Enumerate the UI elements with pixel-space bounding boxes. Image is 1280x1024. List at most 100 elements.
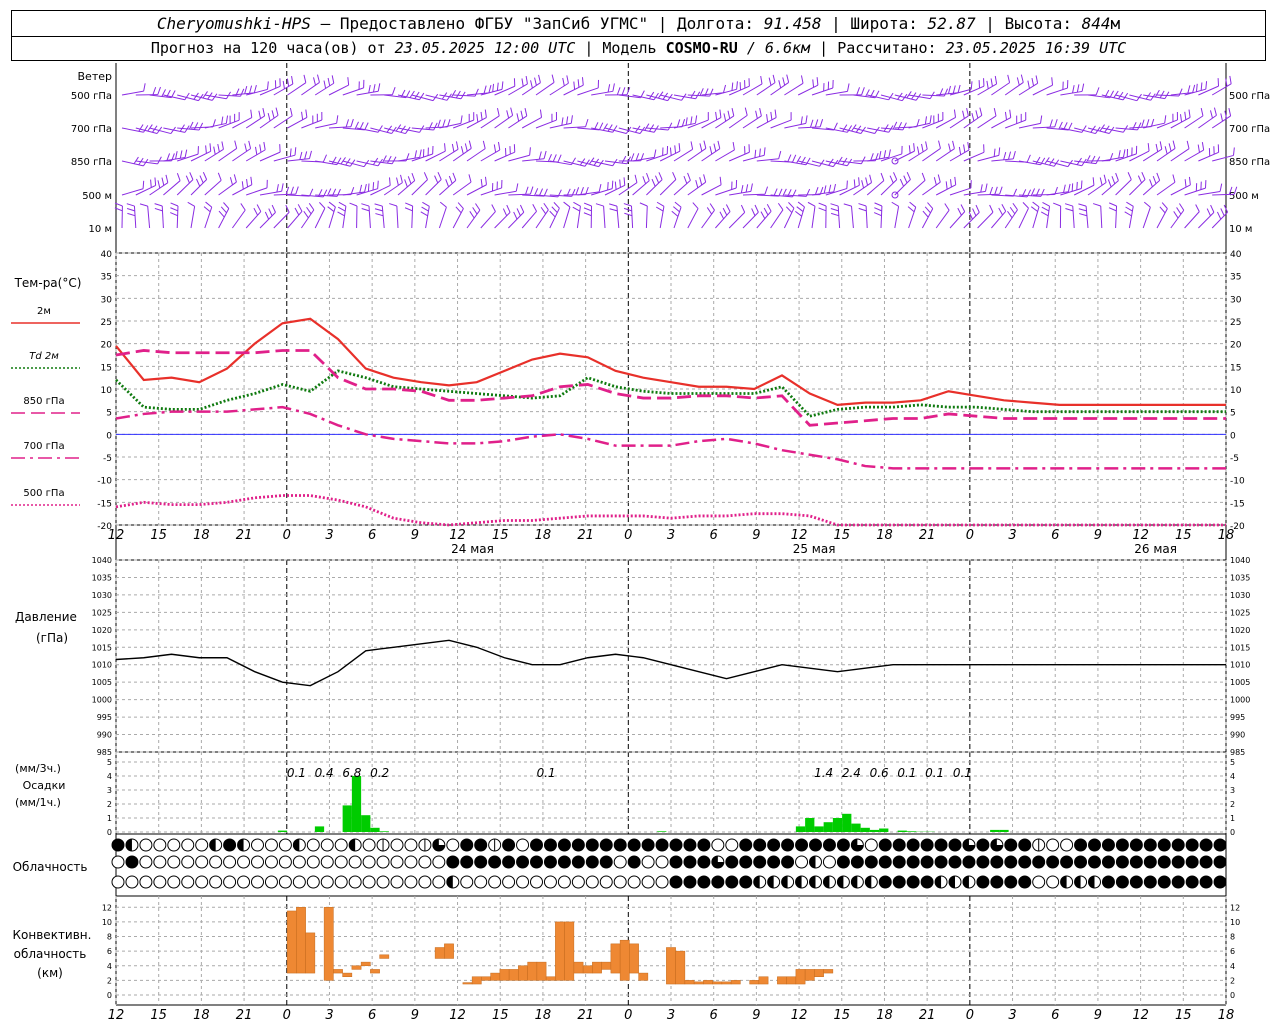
pres-title: Давление: [15, 610, 77, 624]
wind-barb-staff: [549, 82, 569, 96]
wind-barb-staff: [163, 156, 186, 162]
wind-barb: [825, 83, 850, 96]
hour-label: 9: [752, 528, 760, 543]
wind-barb-staff: [480, 187, 502, 196]
cloud-circle: [864, 855, 878, 869]
wind-barb: [301, 111, 323, 129]
cloud-symbol: [627, 875, 641, 889]
cloud-symbol: [264, 838, 278, 852]
conv-bar: [481, 976, 491, 981]
wind-barb-staff: [977, 115, 997, 129]
conv-ytick: 4: [107, 962, 112, 971]
wind-barb: [935, 140, 955, 162]
wind-barb-staff: [287, 117, 308, 129]
wind-barb-flag: [760, 75, 763, 85]
cloud-symbol: [920, 875, 934, 889]
wind-barb-flag: [185, 175, 190, 184]
wind-barb-staff: [1170, 184, 1191, 196]
cloud-circle: [613, 838, 627, 852]
wind-barb-staff: [453, 119, 474, 129]
wind-barb-flag: [727, 110, 731, 119]
cloud-symbol: [864, 855, 878, 869]
wind-barb-flag: [375, 213, 384, 217]
wind-barb-staff: [121, 127, 144, 133]
conv-bar: [555, 921, 565, 981]
wind-barb: [839, 87, 865, 96]
wind-barb-staff: [908, 207, 917, 229]
cloud-circle: [990, 855, 1004, 869]
wind-barb: [508, 204, 525, 229]
wind-barb-flag: [858, 203, 867, 207]
wind-barb-staff: [866, 180, 885, 196]
precip-bar: [361, 815, 371, 832]
wind-barb: [839, 156, 866, 165]
cloud-circle: [850, 855, 864, 869]
wind-barb: [963, 204, 980, 229]
wind-barb-flag: [161, 177, 165, 186]
cloud-circle: [934, 855, 948, 869]
cloud-circle: [195, 875, 209, 889]
cloud-symbol: [822, 838, 836, 852]
wind-barb-flag: [154, 207, 163, 212]
wind-barb: [135, 156, 162, 165]
wind-barb-flag: [725, 204, 731, 212]
cloud-symbol: [1157, 855, 1171, 869]
cloud-symbol: [1199, 875, 1213, 889]
wind-barb-flag: [1141, 172, 1146, 180]
wind-barb: [1030, 201, 1040, 229]
wind-barb-flag: [549, 210, 556, 218]
wind-barb-staff: [163, 94, 185, 101]
cloud-symbol: [474, 855, 488, 869]
wind-barb: [139, 203, 151, 229]
cloud-symbol: [1060, 875, 1074, 889]
cloud-symbol: [725, 855, 739, 869]
cloud-symbol: [1143, 875, 1157, 889]
wind-barb-flag: [706, 207, 713, 215]
wind-barb-flag: [1118, 150, 1121, 159]
wind-barb-staff: [328, 160, 351, 167]
wind-barb: [218, 112, 240, 129]
wind-barb-flag: [1125, 206, 1133, 212]
precip-bar: [990, 829, 1000, 832]
wind-barb-flag: [327, 77, 331, 86]
wind-barb-staff: [616, 206, 620, 229]
wind-barb: [908, 141, 928, 162]
cloud-circle: [516, 838, 530, 852]
wind-barb-flag: [474, 88, 479, 97]
wind-barb-flag: [906, 172, 911, 180]
cloud-circle: [223, 875, 237, 889]
wind-barb-flag: [337, 206, 346, 212]
wind-barb-flag: [519, 204, 525, 213]
pres-ytick-right: 1030: [1230, 591, 1250, 600]
wind-barb-flag: [658, 172, 663, 180]
wind-barb-flag: [322, 154, 328, 163]
wind-barb-flag: [957, 207, 962, 216]
wind-barb-flag: [562, 77, 565, 86]
wind-barb: [756, 109, 777, 129]
cloud-symbol: [990, 855, 1004, 869]
wind-barb: [891, 201, 900, 229]
wind-barb: [595, 203, 606, 229]
wind-barb-staff: [1156, 119, 1178, 129]
wind-barb-staff: [1032, 206, 1040, 229]
cloud-circle: [739, 855, 753, 869]
wind-barb-flag: [891, 201, 899, 207]
cloud-circle: [627, 855, 641, 869]
hour-label: 15: [492, 528, 509, 543]
wind-barb-staff: [1085, 206, 1089, 229]
cloud-circle: [139, 855, 153, 869]
cloud-symbol: [334, 875, 348, 889]
wind-barb-staff: [121, 90, 144, 96]
wind-barb-flag: [944, 203, 950, 211]
wind-barb-staff: [190, 179, 207, 196]
wind-barb: [327, 201, 336, 229]
cloud-circle: [976, 838, 990, 852]
wind-barb-flag: [909, 201, 917, 208]
wind-barb: [314, 75, 335, 96]
wind-barb-flag: [1012, 151, 1016, 159]
wind-barb-flag: [434, 175, 439, 184]
cloud-symbol: [292, 855, 306, 869]
cloud-circle: [1004, 875, 1018, 889]
hour-label-bottom: 9: [752, 1008, 760, 1023]
wind-barb-flag: [580, 187, 584, 195]
